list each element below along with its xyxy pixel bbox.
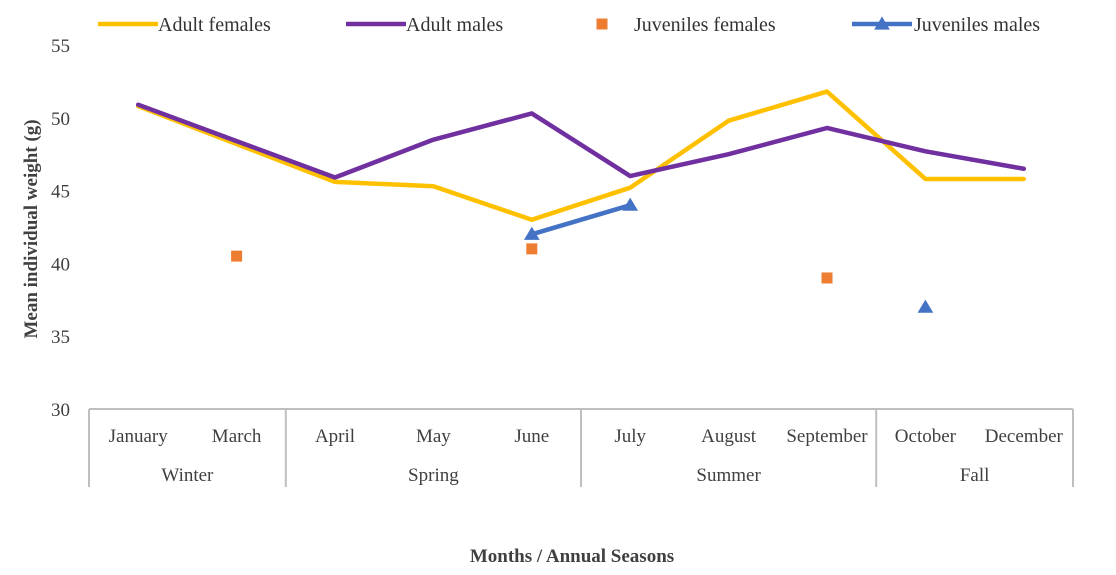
- x-axis-title: Months / Annual Seasons: [470, 546, 674, 567]
- y-tick-label: 40: [51, 254, 70, 275]
- y-tick-label: 50: [51, 109, 70, 130]
- series-adult-males: [135, 102, 1027, 180]
- plot-area: [135, 89, 1027, 313]
- data-point: [821, 272, 833, 284]
- series-juveniles-females: [231, 243, 833, 284]
- legend-item-juveniles-females: Juveniles females: [596, 14, 776, 36]
- data-point: [523, 226, 540, 240]
- series-line-adult-females: [135, 89, 1027, 222]
- legend-item-adult-males: Adult males: [346, 14, 503, 36]
- legend-swatch: [596, 18, 608, 30]
- data-point: [622, 197, 639, 211]
- x-tick-label: January: [109, 426, 169, 447]
- x-tick-label: March: [212, 426, 262, 447]
- x-tick-label: December: [985, 426, 1064, 447]
- legend-label: Adult females: [158, 14, 271, 36]
- y-tick-label: 35: [51, 327, 70, 348]
- x-tick-label: May: [416, 426, 451, 447]
- x-axis: January March April May June July August Septem…: [88, 408, 1074, 487]
- legend: Adult females Adult males Juveniles female…: [98, 14, 1040, 36]
- season-label-spring: Spring: [408, 465, 459, 486]
- data-point: [917, 299, 934, 313]
- y-tick-label: 30: [51, 400, 70, 421]
- season-label-summer: Summer: [696, 465, 761, 486]
- x-tick-label: October: [895, 426, 957, 447]
- x-tick-label: August: [701, 426, 757, 447]
- x-tick-label: September: [786, 426, 868, 447]
- season-label-winter: Winter: [161, 465, 214, 486]
- series-adult-females: [135, 89, 1027, 222]
- x-tick-label: April: [315, 426, 355, 447]
- data-point: [231, 250, 243, 262]
- legend-label: Adult males: [406, 14, 503, 36]
- legend-label: Juveniles females: [634, 14, 776, 36]
- legend-swatch-marker: [874, 16, 890, 30]
- x-tick-label: July: [614, 426, 646, 447]
- y-tick-label: 55: [51, 36, 70, 57]
- x-tick-label: June: [514, 426, 549, 447]
- legend-item-adult-females: Adult females: [98, 14, 271, 36]
- y-axis-title: Mean individual weight (g): [21, 119, 42, 338]
- y-axis: 30 35 40 45 50 55: [51, 36, 70, 421]
- series-line-juveniles-males: [529, 202, 633, 237]
- legend-item-juveniles-males: Juveniles males: [852, 14, 1040, 36]
- data-point: [526, 243, 538, 255]
- y-tick-label: 45: [51, 182, 70, 203]
- season-label-fall: Fall: [960, 465, 990, 486]
- series-juveniles-males: [523, 197, 934, 313]
- series-line-adult-males: [135, 102, 1027, 180]
- legend-label: Juveniles males: [914, 14, 1040, 36]
